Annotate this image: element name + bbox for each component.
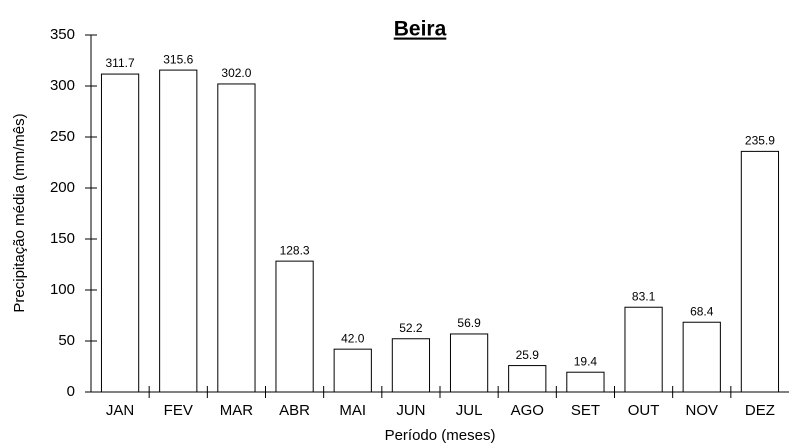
value-label: 68.4 — [690, 304, 714, 318]
bar — [566, 371, 605, 393]
x-tick-label: AGO — [511, 402, 544, 419]
bar — [449, 333, 489, 393]
value-label: 302.0 — [221, 66, 251, 80]
x-tick-label: JUN — [396, 402, 425, 419]
value-label: 235.9 — [745, 134, 775, 148]
value-label: 311.7 — [106, 56, 135, 70]
bar — [100, 73, 140, 393]
bar — [624, 306, 663, 393]
value-label: 56.9 — [457, 316, 481, 330]
x-tick-label: SET — [571, 402, 600, 419]
value-label: 315.6 — [163, 52, 193, 66]
x-tick-label: JUL — [456, 402, 483, 419]
value-label: 42.0 — [341, 331, 365, 345]
bar — [217, 83, 256, 393]
x-tick-label: DEZ — [745, 402, 775, 419]
value-label: 83.1 — [632, 289, 656, 303]
value-label: 52.2 — [399, 321, 423, 335]
value-label: 19.4 — [574, 354, 598, 368]
bar — [682, 321, 721, 393]
y-tick-label: 0 — [67, 383, 75, 400]
bar — [391, 338, 431, 393]
x-tick-label: OUT — [628, 402, 660, 419]
y-tick-label: 100 — [50, 281, 75, 298]
x-tick-label: JAN — [106, 402, 134, 419]
y-axis-label: Precipitação média (mm/mês) — [11, 113, 28, 312]
bar — [159, 69, 198, 393]
y-tick-label: 200 — [50, 179, 75, 196]
x-tick-label: FEV — [164, 402, 193, 419]
y-tick-label: 250 — [50, 128, 75, 145]
value-label: 25.9 — [516, 348, 540, 362]
y-tick-label: 300 — [50, 77, 75, 94]
y-tick-label: 50 — [58, 332, 75, 349]
y-tick-label: 350 — [50, 26, 75, 43]
bar — [508, 365, 547, 393]
y-tick-label: 150 — [50, 230, 75, 247]
x-tick-label: MAR — [220, 402, 254, 419]
bar — [740, 150, 780, 393]
x-tick-label: NOV — [685, 402, 718, 419]
bar — [333, 348, 372, 393]
x-tick-label: MAI — [339, 402, 366, 419]
bar — [275, 260, 314, 393]
x-tick-label: ABR — [279, 402, 310, 419]
value-label: 128.3 — [280, 243, 310, 257]
x-axis-label: Período (meses) — [385, 427, 496, 444]
chart-title: Beira — [394, 18, 447, 41]
